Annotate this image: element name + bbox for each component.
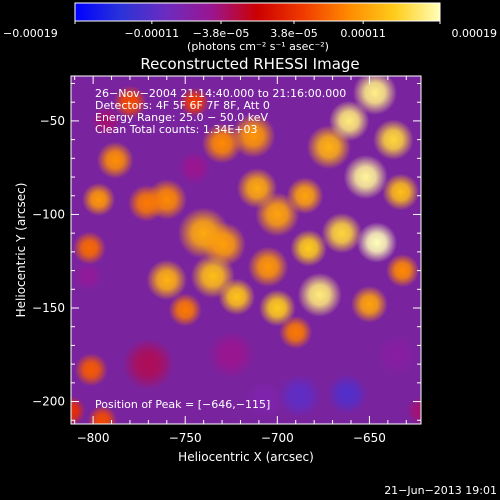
intensity-blob — [279, 315, 313, 349]
colorbar-tick-label: 0.00011 — [340, 27, 386, 40]
intensity-blob — [247, 246, 289, 288]
intensity-blob — [236, 167, 278, 209]
intensity-blob — [406, 396, 421, 424]
intensity-blob — [96, 141, 134, 179]
intensity-blob — [128, 184, 165, 222]
intensity-blob — [72, 231, 106, 265]
intensity-blob — [168, 293, 202, 327]
intensity-blob — [351, 285, 388, 323]
intensity-blob — [258, 289, 296, 327]
intensity-blob — [352, 76, 398, 115]
colorbar-tick-label: −0.00019 — [3, 27, 58, 40]
intensity-blob — [218, 278, 256, 316]
x-axis: −800 −750 −700 −650 — [74, 76, 407, 445]
colorbar-tick-label: 3.8e−05 — [270, 27, 317, 40]
intensity-blob — [113, 85, 147, 119]
intensity-blob — [207, 330, 256, 379]
annotation-line: 26−Nov−2004 21:14:40.000 to 21:16:00.000 — [95, 87, 346, 100]
intensity-blob — [231, 113, 276, 158]
colorbar-tick-label: −3.8e−05 — [193, 27, 250, 40]
annotation-line: Energy Range: 25.0 − 50.0 keV — [95, 111, 269, 124]
y-axis-label: Heliocentric Y (arcsec) — [14, 183, 28, 318]
intensity-blob — [286, 177, 324, 215]
colorbar-bar — [74, 2, 441, 22]
intensity-blob — [386, 254, 420, 288]
intensity-blob — [91, 106, 121, 136]
intensity-blob — [122, 338, 175, 390]
x-tick-label: −750 — [169, 431, 202, 445]
annotation-block: 26−Nov−2004 21:14:40.000 to 21:16:00.000… — [95, 87, 346, 136]
intensity-blob — [356, 222, 398, 263]
intensity-blob — [277, 373, 322, 419]
x-axis-label: Heliocentric X (arcsec) — [178, 450, 314, 464]
intensity-blob — [87, 405, 118, 424]
intensity-blob — [177, 151, 211, 185]
chart-title: Reconstructed RHESSI Image — [140, 55, 359, 73]
intensity-blob — [72, 261, 103, 291]
intensity-blob — [71, 396, 86, 424]
annotation-line: Clean Total counts: 1.34E+03 — [95, 123, 258, 136]
intensity-blob — [246, 381, 283, 419]
intensity-blob — [146, 259, 188, 301]
intensity-blob — [343, 154, 388, 200]
x-tick-label: −700 — [261, 431, 294, 445]
colorbar-ticks: −0.00019 −0.00011 −3.8e−05 3.8e−05 0.00011 0.… — [3, 21, 497, 40]
intensity-blob — [327, 373, 368, 415]
intensity-blob — [179, 87, 210, 117]
plot-frame — [70, 75, 422, 425]
y-tick-label: −50 — [40, 114, 65, 128]
y-tick-label: −100 — [32, 207, 65, 221]
intensity-blob — [82, 182, 116, 217]
intensity-blob — [201, 123, 243, 164]
intensity-blob — [328, 100, 370, 142]
intensity-blob — [290, 229, 328, 267]
peak-position-label: Position of Peak = [−646,−115] — [95, 398, 270, 411]
colorbar-tick-label: −0.00011 — [124, 27, 179, 40]
y-axis: −50 −100 −150 −200 — [32, 82, 421, 421]
heatmap-image — [71, 76, 421, 424]
annotation-line: Detectors: 4F 5F 6F 7F 8F, Att 0 — [95, 99, 270, 112]
intensity-blob — [373, 119, 414, 160]
colorbar-unit-label: (photons cm⁻² s⁻¹ asec⁻²) — [187, 40, 329, 53]
y-tick-label: −200 — [32, 395, 65, 409]
y-tick-label: −150 — [32, 301, 65, 315]
intensity-blob — [297, 272, 342, 318]
intensity-blob — [376, 334, 418, 376]
x-tick-label: −800 — [77, 431, 110, 445]
x-tick-label: −650 — [353, 431, 386, 445]
footer-timestamp: 21−Jun−2013 19:01 — [384, 484, 497, 497]
intensity-blob — [321, 212, 363, 254]
intensity-blob — [382, 173, 420, 211]
intensity-blob — [74, 353, 108, 387]
colorbar-tick-label: 0.00019 — [452, 27, 498, 40]
